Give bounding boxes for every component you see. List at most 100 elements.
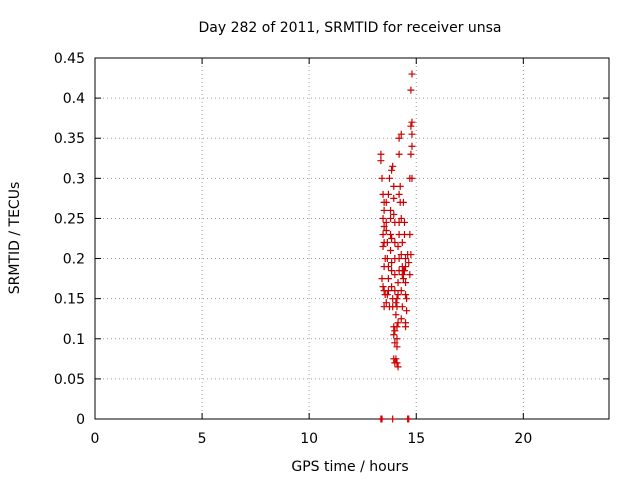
data-point xyxy=(400,267,408,275)
data-point xyxy=(402,279,410,287)
data-point xyxy=(390,210,398,218)
data-point xyxy=(408,118,416,126)
data-point xyxy=(395,255,403,263)
data-point xyxy=(379,283,387,291)
data-point xyxy=(398,271,406,279)
y-tick-label: 0.15 xyxy=(54,292,85,308)
data-point xyxy=(385,174,393,182)
data-point xyxy=(398,303,406,311)
data-point xyxy=(393,359,401,367)
data-point xyxy=(392,311,400,319)
data-point xyxy=(392,355,400,363)
data-point xyxy=(399,275,407,283)
data-point xyxy=(378,174,386,182)
data-point xyxy=(394,243,402,251)
data-point xyxy=(387,206,395,214)
data-point xyxy=(394,363,402,371)
data-point xyxy=(391,327,399,335)
data-point xyxy=(377,150,385,158)
data-point xyxy=(378,275,386,283)
data-point xyxy=(382,226,390,234)
data-point xyxy=(395,190,403,198)
data-point xyxy=(400,218,408,226)
data-point xyxy=(390,331,398,339)
data-point xyxy=(394,319,402,327)
data-point xyxy=(388,235,396,242)
data-point xyxy=(387,247,395,255)
data-point xyxy=(388,166,396,174)
x-tick-label: 20 xyxy=(514,431,532,447)
x-tick-label: 10 xyxy=(300,431,318,447)
data-point xyxy=(396,182,404,190)
data-point xyxy=(384,190,392,198)
data-point xyxy=(397,287,405,295)
data-point xyxy=(408,70,416,78)
data-point xyxy=(389,162,397,170)
y-tick-label: 0.4 xyxy=(63,91,85,107)
data-point xyxy=(380,222,388,230)
data-point xyxy=(388,267,396,275)
data-point xyxy=(377,157,385,165)
data-point xyxy=(406,271,414,279)
data-point xyxy=(402,255,410,263)
data-point xyxy=(391,271,399,279)
data-point xyxy=(393,335,401,343)
data-point xyxy=(384,263,392,271)
data-point xyxy=(380,206,388,214)
data-point xyxy=(389,415,397,423)
data-point xyxy=(408,174,416,182)
data-points xyxy=(377,70,416,423)
data-point xyxy=(399,198,407,206)
data-point xyxy=(379,214,387,222)
data-point xyxy=(397,130,405,138)
data-point xyxy=(379,230,387,238)
data-point xyxy=(405,259,413,267)
data-point xyxy=(394,291,402,299)
data-point xyxy=(407,150,415,158)
data-point xyxy=(391,287,399,295)
y-tick-label: 0.35 xyxy=(54,131,85,147)
data-point xyxy=(393,295,401,303)
y-tick-label: 0.1 xyxy=(63,332,85,348)
data-point xyxy=(402,263,410,271)
data-point xyxy=(402,291,410,299)
data-point xyxy=(387,230,395,238)
data-point xyxy=(382,198,390,206)
data-point xyxy=(397,251,405,259)
data-point xyxy=(383,239,391,247)
y-axis-label: SRMTID / TECUs xyxy=(7,182,23,295)
data-point xyxy=(407,251,415,259)
data-point xyxy=(392,299,400,307)
data-point xyxy=(398,239,406,247)
data-point xyxy=(390,194,398,202)
data-point xyxy=(395,134,403,142)
data-point xyxy=(397,214,405,222)
data-point xyxy=(383,291,391,299)
data-point xyxy=(394,279,402,287)
data-point xyxy=(383,255,391,263)
data-point xyxy=(395,150,403,158)
y-tick-label: 0.3 xyxy=(63,171,85,187)
data-point xyxy=(382,299,390,307)
x-tick-label: 5 xyxy=(198,431,207,447)
data-point xyxy=(406,230,414,238)
data-point xyxy=(408,142,416,150)
data-point xyxy=(403,295,411,303)
chart-title: Day 282 of 2011, SRMTID for receiver uns… xyxy=(198,20,501,36)
axis-ticks: 0 0.05 0.1 0.15 0.2 0.25 0.3 0.35 0.4 0.45 0 5 10 15 2… xyxy=(54,51,609,447)
data-point xyxy=(388,283,396,291)
data-point xyxy=(387,214,395,222)
data-point xyxy=(382,218,390,226)
x-axis-label: GPS time / hours xyxy=(291,459,408,475)
data-point xyxy=(384,287,392,295)
data-point xyxy=(407,86,415,94)
grid-lines xyxy=(95,58,609,419)
data-point xyxy=(403,307,411,315)
data-point xyxy=(390,182,398,190)
data-point xyxy=(405,415,413,423)
data-point xyxy=(391,239,399,247)
data-point xyxy=(393,343,401,351)
data-point xyxy=(397,315,405,323)
data-point xyxy=(378,415,386,423)
